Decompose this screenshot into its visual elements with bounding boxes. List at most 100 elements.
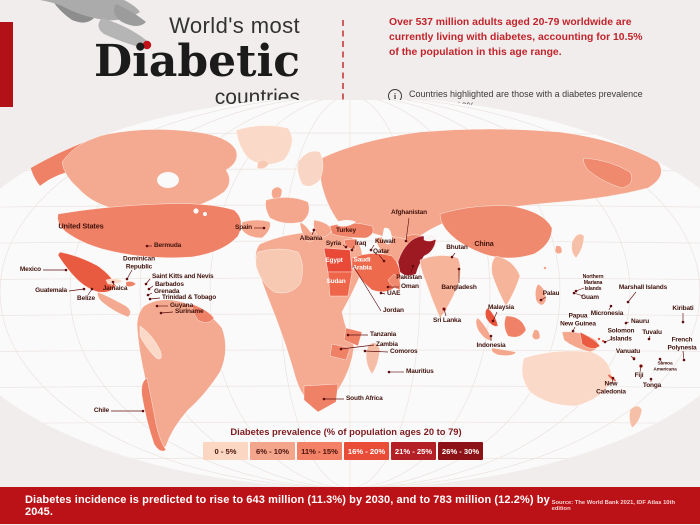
black-sea — [336, 220, 356, 227]
leader-line — [149, 297, 161, 300]
marker-dot — [571, 329, 575, 333]
marker-dot — [346, 333, 350, 337]
marker-dot — [141, 409, 145, 413]
marker-dot — [404, 239, 408, 243]
marker-dot — [312, 228, 316, 232]
region-guyanas — [191, 303, 215, 323]
country-taiwan — [543, 266, 547, 270]
leader-line — [160, 311, 174, 314]
footer-bar: Diabetes incidence is predicted to rise … — [0, 487, 700, 524]
marker-dot — [681, 320, 685, 324]
island-solomon-2 — [601, 339, 605, 343]
caspian-sea — [382, 227, 392, 245]
marker-dot — [442, 307, 446, 311]
country-egypt — [323, 247, 353, 273]
marker-dot — [147, 287, 151, 291]
island-sulawesi — [531, 329, 541, 340]
marker-dot — [450, 255, 454, 259]
marker-dot — [125, 277, 129, 281]
dashed-divider — [342, 20, 344, 110]
marker-dot — [539, 298, 543, 302]
marker-dot — [64, 268, 68, 272]
country-oman — [387, 273, 401, 291]
marker-dot — [387, 370, 391, 374]
world-map — [0, 100, 700, 487]
legend-row: 0 - 5% 6% - 10% 11% - 15% 16% - 20% 21% - 25… — [203, 442, 489, 460]
country-chile — [141, 377, 167, 452]
country-united-states — [57, 203, 242, 259]
marker-dot — [491, 319, 495, 323]
region-chukotka — [583, 157, 632, 189]
legend: Diabetes prevalence (% of population age… — [203, 426, 489, 460]
island-solomon — [597, 337, 601, 341]
marker-dot — [155, 304, 159, 308]
leader-line — [492, 311, 498, 322]
legend-item: 6% - 10% — [250, 442, 295, 460]
marker-dot — [632, 357, 636, 361]
blood-drop — [142, 40, 152, 50]
country-malaysia — [485, 307, 499, 327]
marker-dot — [639, 364, 643, 368]
country-papua-new-guinea — [579, 331, 601, 349]
marker-dot — [379, 291, 383, 295]
leader-line — [353, 266, 382, 312]
legend-item: 21% - 25% — [391, 442, 436, 460]
country-hispaniola — [125, 281, 137, 287]
footer-text: Diabetes incidence is predicted to rise … — [25, 493, 550, 518]
leader-line — [378, 254, 385, 262]
marker-dot — [411, 264, 415, 268]
marker-dot — [649, 377, 653, 381]
country-italy — [299, 221, 315, 242]
marker-dot — [82, 287, 86, 291]
island-sumatra — [475, 317, 493, 341]
marker-dot — [148, 297, 152, 301]
hand-photo-blood-drop — [40, 0, 152, 50]
leader-line — [573, 292, 584, 297]
marker-dot — [682, 358, 686, 362]
leader-line — [627, 291, 637, 303]
region-scandinavia — [297, 150, 324, 187]
legend-item: 26% - 30% — [438, 442, 483, 460]
marker-dot — [145, 244, 149, 248]
marker-dot — [369, 248, 373, 252]
country-greenland — [235, 125, 293, 165]
marker-dot — [609, 304, 613, 308]
marker-dot — [574, 289, 578, 293]
marker-layer — [43, 217, 686, 413]
island-java — [491, 347, 517, 356]
leader-line — [682, 350, 685, 361]
country-spain — [241, 219, 271, 239]
country-mexico — [57, 251, 117, 293]
marker-dot — [624, 321, 628, 325]
country-korea — [554, 245, 563, 254]
marker-dot — [626, 300, 630, 304]
country-new-zealand — [629, 405, 643, 429]
country-iceland — [256, 159, 270, 170]
great-lake-1 — [193, 208, 199, 214]
country-pakistan — [397, 235, 437, 276]
title-line1: World's most — [169, 13, 300, 38]
marker-dot — [658, 357, 662, 361]
marker-dot — [339, 347, 343, 351]
country-peru — [139, 325, 162, 360]
footer-source: Source: The World Bank 2021, IDF Atlas 1… — [551, 499, 675, 512]
leader-line — [364, 350, 389, 353]
legend-item: 0 - 5% — [203, 442, 248, 460]
marker-dot — [322, 397, 326, 401]
region-central-america — [97, 291, 131, 318]
marker-dot — [457, 267, 461, 271]
legend-item: 16% - 20% — [344, 442, 389, 460]
index-finger — [98, 18, 149, 49]
marker-dot — [146, 293, 150, 297]
marker-dot — [572, 291, 576, 295]
marker-dot — [489, 334, 493, 338]
island-borneo — [504, 315, 527, 338]
country-philippines — [535, 283, 547, 306]
leader-line — [405, 217, 410, 242]
country-canada — [61, 129, 238, 213]
marker-dot — [603, 340, 607, 344]
marker-dot — [90, 287, 94, 291]
accent-bar — [0, 22, 13, 107]
marker-dot — [344, 245, 348, 249]
intro-text: Over 537 million adults aged 20-79 world… — [389, 17, 643, 58]
